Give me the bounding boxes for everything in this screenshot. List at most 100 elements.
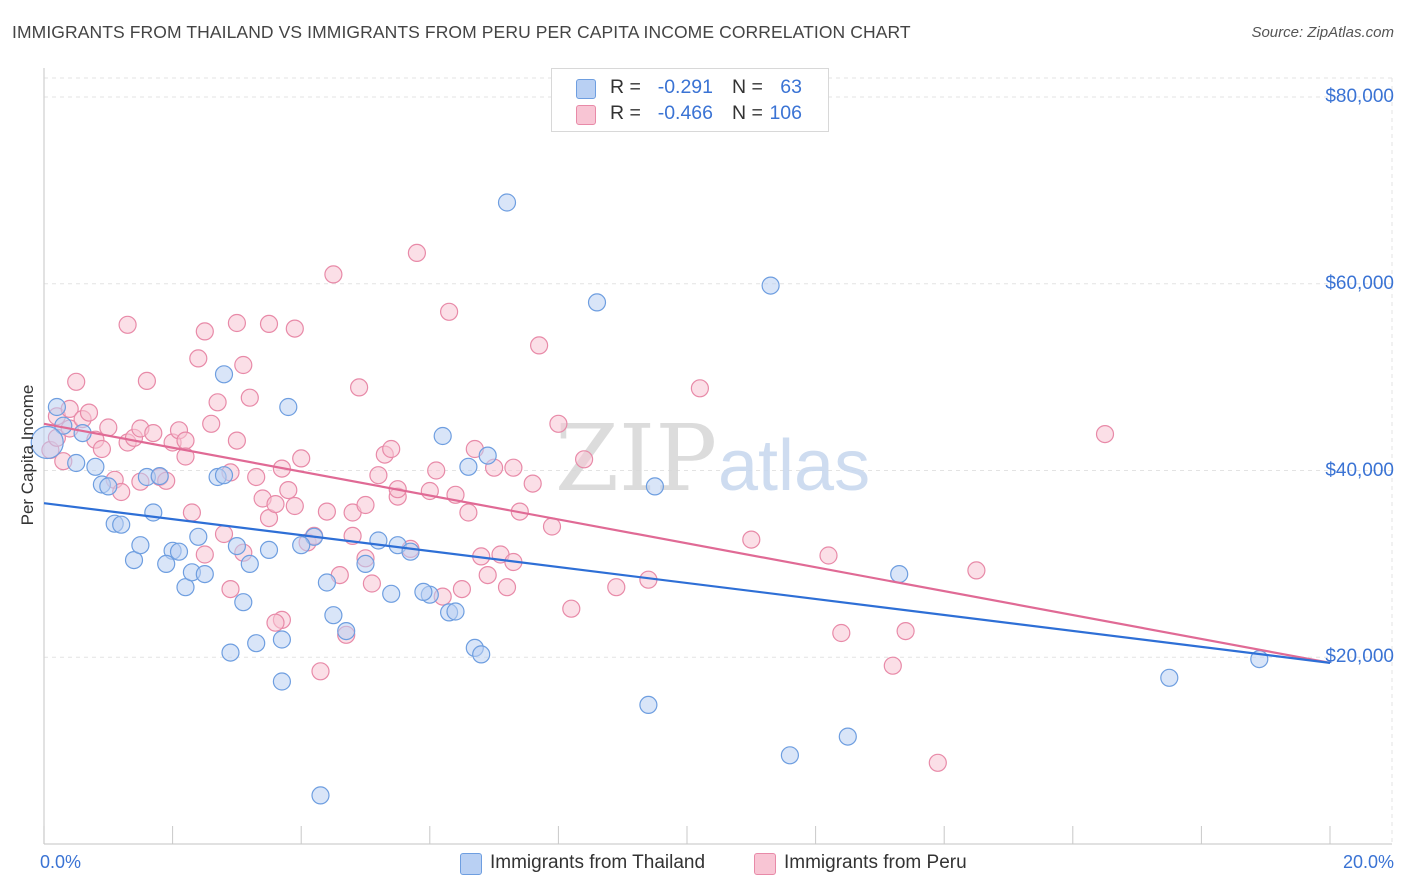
thailand-point [214,466,234,485]
peru-point [690,379,710,398]
peru-point [227,431,246,450]
legend-n-label: N = [732,76,763,98]
thailand-point [221,643,240,662]
thailand-point [169,542,189,561]
peru-point [285,496,304,516]
peru-point [362,574,381,593]
trend-lines [43,422,1331,664]
y-tick-label: $40,000 [1325,459,1394,481]
peru-point [324,265,343,284]
peru-point [79,403,99,422]
y-tick-label: $80,000 [1325,86,1394,107]
source-label: Source: ZipAtlas.com [1251,24,1394,41]
peru-point [317,502,336,521]
thailand-point [414,582,433,602]
thailand-point [247,634,266,653]
peru-point [234,355,253,375]
peru-point [266,613,285,632]
peru-point [214,524,234,544]
thailand-point [195,564,214,584]
peru-point [607,578,626,597]
peru-point [497,578,517,597]
legend-row-peru: R = -0.466 N = 106 [552,101,828,127]
thailand-point [157,554,176,574]
thailand-point [47,397,67,417]
peru-point [832,623,851,643]
thailand-point [279,397,298,417]
peru-point [176,447,195,466]
thailand-point [838,727,857,746]
peru-point [896,621,915,641]
peru-point [407,243,426,262]
thailand-point [382,584,401,603]
correlation-legend: R = -0.291 N = 63 R = -0.466 N = 106 [551,68,829,132]
peru-point [285,319,304,338]
peru-point [137,371,156,390]
thailand-point [311,786,330,805]
legend-row-thailand: R = -0.291 N = 63 [552,75,828,101]
peru-point [67,372,86,391]
thailand-point [446,602,465,621]
peru-point [350,378,369,397]
peru-point [144,424,163,443]
legend-r-label: R = [610,102,641,124]
bottom-legend-label-peru: Immigrants from Peru [784,852,967,873]
legend-r-value-thailand: -0.291 [657,76,713,98]
peru-point [452,579,471,599]
thailand-point [272,630,291,649]
peru-point [574,450,594,469]
peru-point [819,546,838,565]
thailand-point [645,477,665,496]
peru-point [928,753,947,772]
peru-point [311,662,330,681]
thailand-point [292,536,311,555]
peru-point [189,349,208,368]
thailand-point [1160,668,1179,687]
thailand-series [30,193,1269,805]
peru-point [195,322,214,341]
watermark-atlas: atlas [718,426,870,506]
peru-series [41,243,1115,772]
watermark: ZIP atlas [555,405,870,512]
thailand-point [472,645,491,664]
thailand-point [131,536,150,555]
thailand-point [780,746,800,765]
thailand-point [317,573,336,592]
thailand-point [240,554,259,574]
peru-point [118,315,137,334]
peru-point [529,336,549,355]
bottom-legend-swatch-peru [754,853,776,875]
peru-point [549,414,568,433]
bottom-legend-label-thailand: Immigrants from Thailand [490,852,706,873]
thailand-point [189,527,208,546]
thailand-point [30,425,64,460]
peru-point [176,431,195,450]
legend-n-value-thailand: 63 [780,76,802,98]
peru-point [240,388,259,407]
peru-point [883,656,902,675]
thailand-point [67,453,86,473]
y-tick-label: $60,000 [1325,272,1394,294]
peru-point [459,503,478,522]
thailand-point [259,540,279,560]
thailand-point [272,672,291,691]
peru-point [1095,425,1115,444]
peru-point [266,495,285,514]
peru-point [292,449,311,468]
thailand-point [356,554,375,574]
peru-point [221,579,240,599]
legend-r-value-peru: -0.466 [657,102,713,124]
peru-point [504,458,523,477]
y-tick-label: $20,000 [1325,646,1394,668]
peru-point [542,517,562,536]
thailand-point [150,467,169,486]
peru-point [356,495,375,515]
chart-title: IMMIGRANTS FROM THAILAND VS IMMIGRANTS F… [12,22,911,42]
thailand-point [401,542,420,561]
legend-n-label: N = [732,102,763,124]
peru-point [279,481,298,500]
legend-swatch-thailand [576,79,596,99]
thailand-point [459,457,478,476]
peru-point [208,393,227,412]
